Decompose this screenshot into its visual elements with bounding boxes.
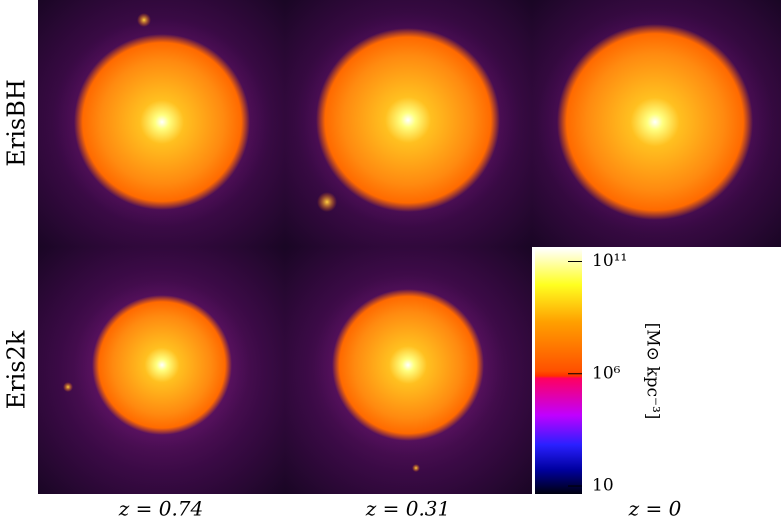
satellite: [63, 382, 73, 392]
galaxy: [92, 295, 232, 435]
satellite: [137, 13, 151, 27]
colorbar-tick-label: 10: [592, 475, 614, 495]
galaxy: [74, 34, 250, 210]
satellite: [317, 192, 337, 212]
satellite: [412, 464, 420, 472]
row-label: Eris2k: [3, 330, 31, 409]
column-label: z = 0.74: [118, 497, 204, 521]
column-label: z = 0.31: [365, 497, 451, 521]
galaxy: [557, 24, 753, 220]
colorbar-label: [M⊙ kpc⁻³]: [643, 323, 663, 420]
galaxy: [316, 28, 500, 212]
colorbar: [535, 248, 582, 494]
galaxy: [332, 289, 484, 441]
colorbar-tick-label: 10¹¹: [592, 251, 627, 271]
column-label: z = 0: [628, 497, 682, 521]
colorbar-tick-label: 10⁶: [592, 363, 621, 383]
panels: [38, 0, 781, 494]
labels: ErisBH Eris2k z = 0.74 z = 0.31 z = 0 10¹¹ 10⁶…: [3, 79, 682, 520]
row-label: ErisBH: [3, 79, 31, 167]
